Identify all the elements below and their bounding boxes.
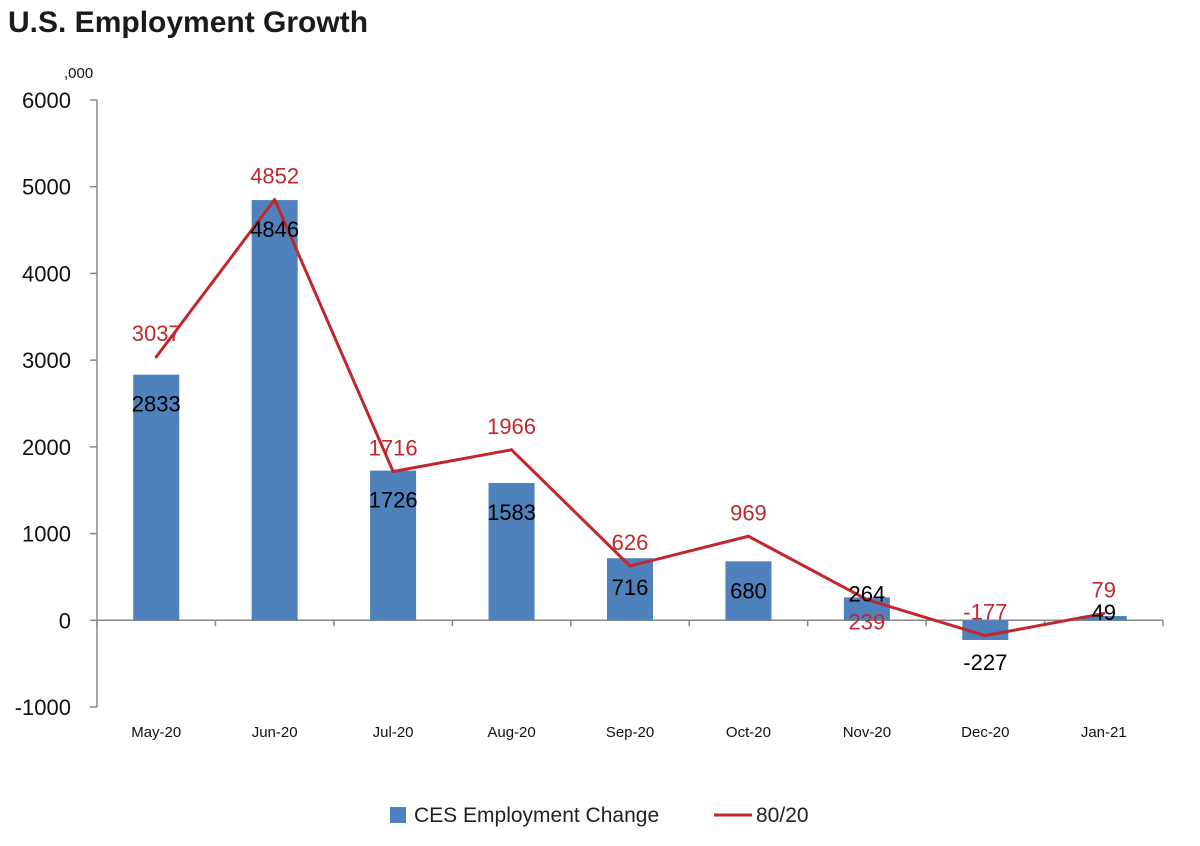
y-tick-label: 6000 xyxy=(22,88,71,113)
bar-data-label: 4846 xyxy=(250,217,299,242)
data-labels: 2833 3037 4846 4852 1726 1716 1583 1966 716 626 68… xyxy=(132,164,1116,675)
bar xyxy=(133,374,180,621)
unit-label: ,000 xyxy=(64,65,93,82)
line-data-label: 239 xyxy=(849,610,886,635)
bar-series xyxy=(133,200,1127,640)
bar xyxy=(1080,616,1127,621)
x-tick-label: Dec-20 xyxy=(961,724,1009,741)
line-data-label: 626 xyxy=(612,530,649,555)
bar xyxy=(607,558,653,621)
legend-label-bar: CES Employment Change xyxy=(414,804,659,827)
line-point xyxy=(391,469,395,473)
line-point xyxy=(983,634,987,638)
x-tick-label: Jul-20 xyxy=(373,724,414,741)
legend-label-line: 80/20 xyxy=(756,804,809,827)
x-tick-label: Oct-20 xyxy=(726,724,771,741)
line-point xyxy=(628,564,632,568)
bar xyxy=(962,620,1009,640)
axes: 6000 5000 4000 3000 2000 1000 0 -1000 May-20 Jun-… xyxy=(15,88,1164,741)
line-data-label: 969 xyxy=(730,500,767,525)
bar xyxy=(251,200,298,621)
y-tick-label: 5000 xyxy=(22,175,71,200)
y-tick-label: 3000 xyxy=(22,348,71,373)
bar-data-label: 680 xyxy=(730,578,767,603)
bar xyxy=(725,561,772,621)
x-tick-label: Jan-21 xyxy=(1081,724,1127,741)
line-data-label: 3037 xyxy=(132,321,181,346)
x-tick-label: Sep-20 xyxy=(606,724,654,741)
line-data-label: 1966 xyxy=(487,414,536,439)
line-data-label: 79 xyxy=(1092,577,1116,602)
line-point xyxy=(865,598,869,602)
x-tick-label: Nov-20 xyxy=(843,724,891,741)
y-tick-label: 2000 xyxy=(22,435,71,460)
bar-data-label: -227 xyxy=(963,650,1007,675)
y-tick-label: 4000 xyxy=(22,261,71,286)
bar-data-label: 49 xyxy=(1092,600,1116,625)
line-data-label: -177 xyxy=(963,600,1007,625)
bar-data-label: 264 xyxy=(849,581,886,606)
line-point xyxy=(154,355,158,359)
x-tick-label: Jun-20 xyxy=(252,724,298,741)
y-tick-label: 1000 xyxy=(22,522,71,547)
bar-data-label: 716 xyxy=(612,575,649,600)
line-data-label: 4852 xyxy=(250,164,299,189)
bar-data-label: 1583 xyxy=(487,500,536,525)
chart-title: U.S. Employment Growth xyxy=(8,6,369,39)
legend: CES Employment Change 80/20 xyxy=(390,804,809,827)
bar-data-label: 2833 xyxy=(132,392,181,417)
bar xyxy=(488,483,535,621)
line-point xyxy=(273,198,277,202)
bar xyxy=(370,470,417,621)
line-point xyxy=(510,448,514,452)
y-tick-label: 0 xyxy=(59,608,71,633)
legend-swatch-bar xyxy=(390,807,406,823)
y-tick-label: -1000 xyxy=(15,695,71,720)
line-point xyxy=(746,534,750,538)
bar-data-label: 1726 xyxy=(369,488,418,513)
line-series xyxy=(154,198,1106,638)
line-data-label: 1716 xyxy=(369,435,418,460)
x-tick-label: Aug-20 xyxy=(487,724,535,741)
line-point xyxy=(1102,611,1106,615)
x-tick-label: May-20 xyxy=(131,724,181,741)
